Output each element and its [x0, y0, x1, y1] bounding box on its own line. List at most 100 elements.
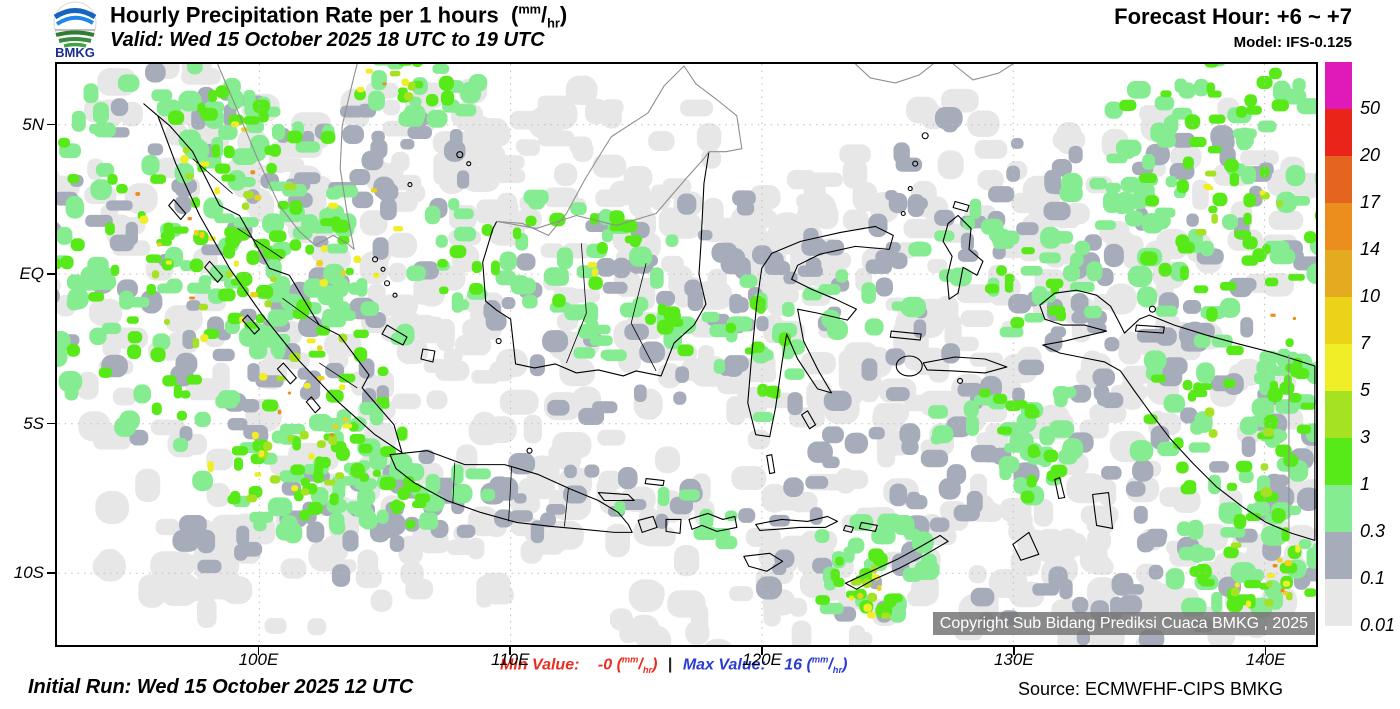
island-kangean — [644, 478, 665, 487]
max-value-label: Max Value: — [682, 656, 766, 674]
minmax-divider: | — [667, 656, 673, 674]
islands-natuna2 — [466, 161, 472, 167]
islands-sangihe — [900, 210, 906, 217]
coastline-kalimantan — [482, 151, 710, 377]
colorbar-segment — [1325, 532, 1352, 579]
islands-lingga — [392, 292, 398, 298]
x-axis-tick-label: 100E — [238, 650, 279, 669]
island-halmahera — [942, 214, 984, 300]
islands-aru — [1092, 491, 1114, 529]
colorbar-segment — [1325, 297, 1352, 344]
coastline-mindanao — [855, 64, 1014, 84]
logo-text: BMKG — [55, 45, 95, 59]
island-lombok — [665, 518, 682, 534]
title-unit: (mm/hr) — [511, 2, 568, 31]
forecast-hour-text: Forecast Hour: +6 ~ +7 — [1114, 4, 1352, 29]
copyright-note: Copyright Sub Bidang Prediksi Cuaca BMKG… — [932, 612, 1315, 635]
island-morotai — [952, 200, 970, 213]
islands-riau — [372, 256, 379, 263]
max-value-unit: (mm/hr) — [806, 655, 848, 676]
border-indonesia-malaysia — [496, 151, 710, 229]
island-ambon — [957, 377, 964, 384]
colorbar-label: 7 — [1360, 333, 1371, 353]
min-value-unit: (mm/hr) — [616, 655, 658, 676]
coastline-malay-peninsula — [217, 64, 358, 250]
logo-blue-arc2 — [55, 15, 95, 26]
islands-riau3 — [383, 280, 391, 287]
x-axis-tick — [509, 647, 511, 655]
coastline-java — [389, 450, 633, 533]
coastline-papua — [1039, 289, 1316, 541]
island-buru — [895, 355, 923, 377]
page-title: Hourly Precipitation Rate per 1 hours (m… — [110, 2, 567, 31]
islands-tanimbar — [1012, 531, 1040, 561]
y-axis-tick — [47, 123, 55, 126]
islands-anambas — [407, 182, 413, 188]
x-axis-tick-label: 110E — [491, 650, 530, 669]
island-seram — [922, 356, 1008, 374]
colorbar-label: 5 — [1360, 380, 1371, 400]
colorbar-segment — [1325, 438, 1352, 485]
colorbar-segment — [1325, 109, 1352, 156]
colorbar-segment — [1325, 156, 1352, 203]
islands-sangihe3 — [912, 160, 919, 167]
islands-sangihe2 — [907, 186, 913, 192]
model-text: Model: IFS-0.125 — [1233, 34, 1352, 51]
islands-alor-wetar — [842, 521, 878, 533]
colorbar-segment — [1325, 62, 1352, 109]
island-madura — [597, 491, 635, 502]
x-axis-tick — [257, 647, 260, 655]
precipitation-map — [57, 64, 1316, 645]
source-text: Source: ECMWFHF-CIPS BMKG — [1018, 679, 1284, 699]
logo-blue-arc — [53, 8, 97, 20]
colorbar-label: 20 — [1360, 145, 1381, 165]
min-value: -0 — [597, 656, 613, 674]
colorbar-label: 17 — [1360, 192, 1381, 212]
islands-bangka-belitung — [381, 324, 436, 363]
coastline-sulawesi — [747, 225, 894, 438]
colorbar-segment — [1325, 203, 1352, 250]
islands-riau2 — [380, 266, 386, 272]
island-biak — [1148, 305, 1156, 313]
colorbar-segment — [1325, 344, 1352, 391]
initial-run-text: Initial Run: Wed 15 October 2025 12 UTC — [28, 676, 414, 698]
colorbar-label: 50 — [1360, 98, 1381, 118]
y-axis-tick-label: 10S — [13, 563, 44, 583]
logo-green-wave — [55, 30, 95, 37]
y-axis-tick — [47, 422, 55, 425]
islands-karimata — [495, 338, 502, 345]
valid-time-text: Valid: Wed 15 October 2025 18 UTC to 19 … — [110, 29, 545, 51]
colorbar-label: 14 — [1360, 239, 1381, 259]
coastline-malaysia-borneo — [496, 65, 743, 236]
islands-talaud — [921, 132, 929, 140]
colorbar-label: 10 — [1360, 286, 1381, 306]
islands-natuna — [456, 151, 464, 159]
island-bawean — [526, 447, 533, 454]
colorbar — [1325, 62, 1352, 626]
island-sumbawa — [688, 512, 738, 532]
islands-sula — [889, 330, 922, 341]
islands-kei — [1054, 477, 1066, 500]
islands-west-sumatra — [168, 198, 321, 414]
logo-green-wave3 — [63, 42, 87, 48]
colorbar-segment — [1325, 250, 1352, 297]
island-flores — [755, 515, 839, 531]
colorbar-label: 1 — [1360, 474, 1371, 494]
colorbar-label: 0.1 — [1360, 568, 1386, 588]
x-axis-tick-label: 130E — [993, 650, 1034, 669]
x-axis-tick-label: 140E — [1245, 650, 1286, 669]
bmkg-logo: BMKG — [53, 1, 97, 59]
minmax-line: Min Value: -0 (mm/hr) | Max Value: 16 (m… — [500, 655, 847, 676]
y-axis-tick — [47, 572, 55, 574]
island-selayar — [766, 454, 776, 475]
colorbar-segment — [1325, 579, 1352, 626]
y-axis-tick-label: EQ — [19, 264, 44, 284]
graticule-gridlines — [58, 64, 1315, 645]
y-axis-tick — [47, 273, 55, 275]
colorbar-segment — [1325, 391, 1352, 438]
max-value: 16 — [784, 656, 803, 674]
precipitation-field — [57, 64, 1316, 645]
map-plot: Copyright Sub Bidang Prediksi Cuaca BMKG… — [55, 62, 1318, 647]
island-bali — [637, 515, 658, 533]
x-axis-tick-label: 120E — [742, 650, 782, 669]
